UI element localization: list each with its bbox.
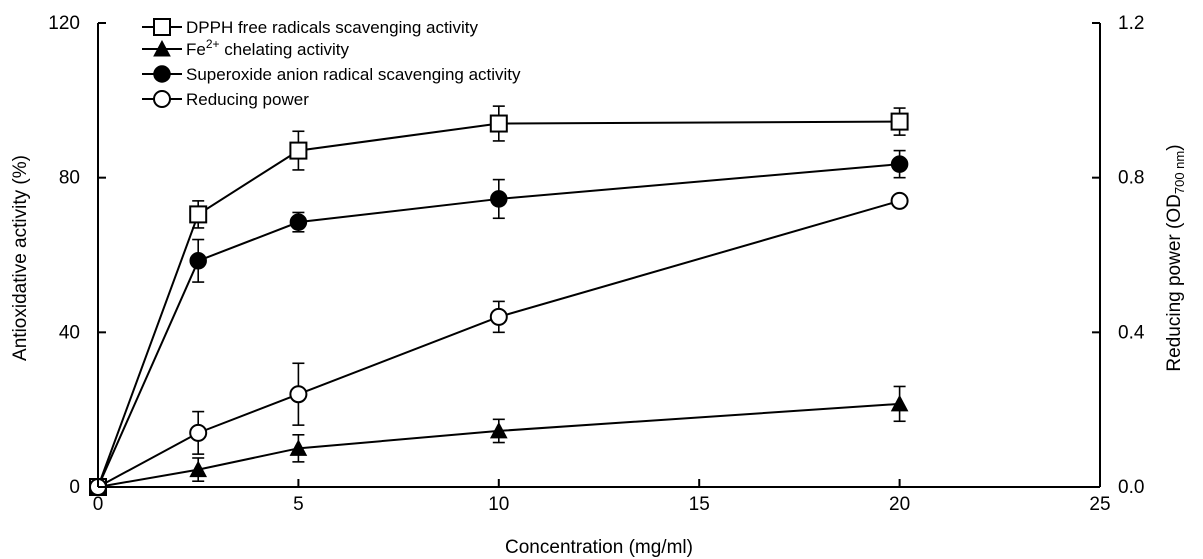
legend-label: Reducing power	[186, 90, 309, 109]
series-4	[89, 191, 909, 496]
x-tick-label: 5	[293, 494, 304, 515]
legend-marker	[153, 18, 171, 36]
data-point	[489, 114, 508, 133]
axes: 0 5 10 15 20 25 0 40 80 120 0.0 0.4 0.8 1.2	[48, 13, 1145, 515]
data-point	[890, 394, 909, 412]
legend-label: DPPH free radicals scavenging activity	[186, 18, 478, 37]
y2-tick-label: 0.4	[1118, 322, 1145, 343]
data-point	[890, 112, 909, 131]
legend-label: Fe2+ chelating activity	[186, 37, 349, 59]
y2-tick-label: 1.2	[1118, 13, 1144, 34]
plot-area	[89, 105, 909, 496]
y-tick-label: 80	[59, 168, 80, 189]
data-point	[289, 213, 308, 231]
data-point	[189, 205, 208, 224]
data-point	[489, 307, 508, 326]
data-point	[890, 191, 909, 210]
legend-item-4: Reducing power	[142, 90, 309, 109]
data-point	[490, 190, 508, 208]
y2-axis-title-sub: 700 nm	[1172, 151, 1187, 194]
data-point	[189, 460, 208, 478]
y2-tick-label: 0.8	[1118, 168, 1144, 189]
x-tick-label: 15	[689, 494, 710, 515]
data-point	[289, 385, 308, 404]
series-line	[97, 199, 900, 488]
legend-item-2: Fe2+ chelating activity	[142, 37, 349, 59]
x-tick-label: 25	[1089, 494, 1110, 515]
x-tick-label: 20	[889, 494, 910, 515]
data-point	[189, 423, 208, 442]
legend-item-3: Superoxide anion radical scavenging acti…	[142, 65, 521, 84]
data-point	[289, 141, 308, 160]
y-axis-title: Antioxidative activity (%)	[10, 155, 31, 361]
y2-axis-title-main: Reducing power (OD	[1164, 194, 1185, 371]
y-tick-label: 0	[69, 477, 80, 498]
x-tick-label: 0	[93, 494, 104, 515]
y2-axis-title-close: )	[1164, 144, 1185, 150]
x-tick-label: 10	[488, 494, 509, 515]
data-point	[489, 421, 508, 439]
data-point	[189, 252, 207, 270]
series-2	[89, 385, 909, 495]
legend: DPPH free radicals scavenging activityFe…	[142, 18, 521, 109]
y-tick-label: 120	[48, 13, 80, 34]
series-line	[97, 402, 900, 488]
data-point	[289, 439, 308, 456]
legend-label: Superoxide anion radical scavenging acti…	[186, 65, 521, 84]
legend-marker	[153, 90, 171, 108]
legend-marker	[153, 65, 171, 83]
x-axis-title: Concentration (mg/ml)	[505, 537, 693, 558]
legend-item-1: DPPH free radicals scavenging activity	[142, 18, 478, 37]
y2-tick-label: 0.0	[1118, 477, 1144, 498]
y-tick-label: 40	[59, 322, 80, 343]
y2-axis-title: Reducing power (OD700 nm)	[1164, 144, 1187, 371]
data-point	[890, 155, 909, 173]
legend-marker	[153, 39, 171, 57]
